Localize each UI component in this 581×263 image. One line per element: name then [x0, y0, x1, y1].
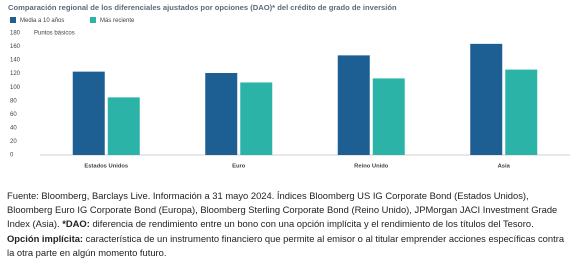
- note-text: diferencia de rendimiento entre un bono …: [92, 218, 534, 230]
- y-tick-label: 140: [10, 58, 21, 64]
- bar: [470, 43, 503, 155]
- y-tick-label: 160: [10, 44, 21, 50]
- bar: [240, 82, 273, 155]
- bar: [372, 78, 405, 155]
- notes: Fuente: Bloomberg, Barclays Live. Inform…: [7, 189, 573, 260]
- legend-label: Más reciente: [100, 18, 135, 24]
- note-text: Fuente: Bloomberg, Barclays Live. Inform…: [7, 190, 558, 230]
- legend-label: Media a 10 años: [20, 18, 64, 24]
- bar: [505, 69, 538, 155]
- note-text: característica de un instrumento financi…: [7, 232, 565, 258]
- y-tick-label: 20: [10, 139, 17, 145]
- note-paragraph: Opción implícita: característica de un i…: [7, 232, 573, 260]
- legend-swatch: [90, 17, 96, 23]
- note-paragraph: Fuente: Bloomberg, Barclays Live. Inform…: [7, 189, 573, 232]
- legend-swatch: [10, 17, 16, 23]
- bar: [337, 55, 370, 155]
- y-tick-label: 100: [10, 85, 21, 91]
- y-tick-label: 80: [10, 98, 17, 104]
- bar: [72, 71, 105, 155]
- y-tick-label: 60: [10, 112, 17, 118]
- y-tick-label: 120: [10, 71, 21, 77]
- bar: [205, 72, 238, 155]
- y-tick-label: 40: [10, 125, 17, 131]
- x-tick-label: Asia: [498, 164, 511, 170]
- note-term: Opción implícita:: [7, 232, 84, 244]
- bar: [107, 97, 140, 155]
- x-tick-label: Euro: [232, 164, 246, 170]
- y-tick-label: 180: [10, 31, 21, 37]
- note-term: *DAO:: [62, 218, 90, 230]
- chart: Comparación regional de los diferenciale…: [8, 3, 570, 170]
- x-tick-label: Estados Unidos: [84, 164, 128, 170]
- x-tick-label: Reino Unido: [354, 164, 389, 170]
- y-tick-label: 0: [10, 153, 14, 159]
- y-axis-label: Puntos básicos: [34, 31, 75, 37]
- chart-title: Comparación regional de los diferenciale…: [8, 3, 397, 12]
